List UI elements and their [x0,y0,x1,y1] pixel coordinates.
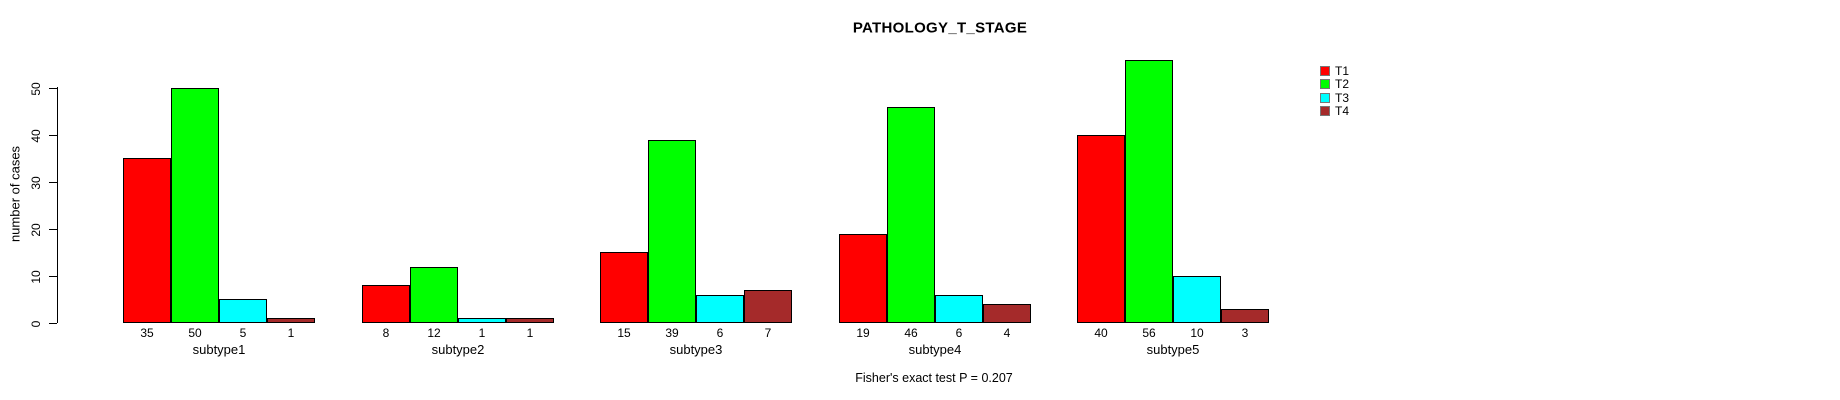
bar-t3-subtype4 [935,295,983,323]
bar-value-label: 1 [478,326,486,340]
bar-value-label: 46 [904,326,918,340]
bar-value-label: 7 [764,326,772,340]
category-label-subtype5: subtype5 [1146,342,1200,357]
bar-value-label: 40 [1094,326,1108,340]
bar-t3-subtype1 [219,299,267,323]
legend-label: T3 [1335,90,1350,105]
legend-label: T4 [1335,103,1350,118]
bar-value-label: 35 [140,326,154,340]
category-label-subtype3: subtype3 [669,342,723,357]
bar-t2-subtype1 [171,88,219,323]
bar-t4-subtype3 [744,290,792,323]
bar-value-label: 56 [1142,326,1156,340]
annotation-text: Fisher's exact test P = 0.207 [855,371,1013,385]
bar-t1-subtype1 [123,158,171,323]
y-axis-tick [49,182,57,183]
legend-swatch-t1 [1320,66,1330,76]
bar-t4-subtype2 [506,318,554,323]
bar-value-label: 10 [1190,326,1204,340]
bar-value-label: 6 [955,326,963,340]
legend-swatch-t3 [1320,92,1330,103]
y-axis-tick-label: 40 [29,128,43,143]
bar-t4-subtype5 [1221,309,1269,323]
bar-value-label: 15 [617,326,631,340]
y-axis-tick [49,323,57,324]
y-axis-tick-label: 10 [29,269,43,284]
bar-t1-subtype2 [362,285,410,323]
bar-value-label: 1 [526,326,534,340]
bar-value-label: 3 [1241,326,1249,340]
bar-t2-subtype2 [410,267,458,323]
bar-t4-subtype1 [267,318,315,323]
bar-value-label: 8 [382,326,390,340]
bar-t1-subtype3 [600,252,648,323]
y-axis-tick-label: 30 [29,175,43,190]
y-axis-tick-label: 50 [29,81,43,96]
bar-t3-subtype2 [458,318,506,323]
category-label-subtype2: subtype2 [431,342,485,357]
legend-label: T1 [1335,64,1350,78]
y-axis-tick-label: 20 [29,222,43,237]
bar-value-label: 50 [188,326,202,340]
bar-value-label: 1 [287,326,295,340]
chart-title: PATHOLOGY_T_STAGE [852,19,1028,37]
bar-value-label: 39 [665,326,679,340]
y-axis-tick [49,135,57,136]
y-axis-tick [49,229,57,230]
category-label-subtype4: subtype4 [908,342,962,357]
y-axis-label: number of cases [7,145,23,243]
y-axis-tick [49,276,57,277]
bar-t2-subtype5 [1125,60,1173,323]
legend-swatch-t2 [1320,79,1330,90]
category-label-subtype1: subtype1 [192,342,246,357]
y-axis-line [57,87,58,323]
bar-t2-subtype3 [648,140,696,323]
bar-value-label: 19 [856,326,870,340]
bar-value-label: 5 [239,326,247,340]
y-axis-tick-label: 0 [29,320,43,327]
bar-t2-subtype4 [887,107,935,323]
bar-value-label: 4 [1003,326,1011,340]
legend-label: T2 [1335,77,1350,92]
bar-value-label: 6 [716,326,724,340]
bar-t1-subtype5 [1077,135,1125,323]
bar-t3-subtype3 [696,295,744,323]
bar-t3-subtype5 [1173,276,1221,323]
y-axis-tick [49,88,57,89]
bar-value-label: 12 [427,326,441,340]
bar-t1-subtype4 [839,234,887,323]
legend-swatch-t4 [1320,105,1330,116]
bar-t4-subtype4 [983,304,1031,323]
